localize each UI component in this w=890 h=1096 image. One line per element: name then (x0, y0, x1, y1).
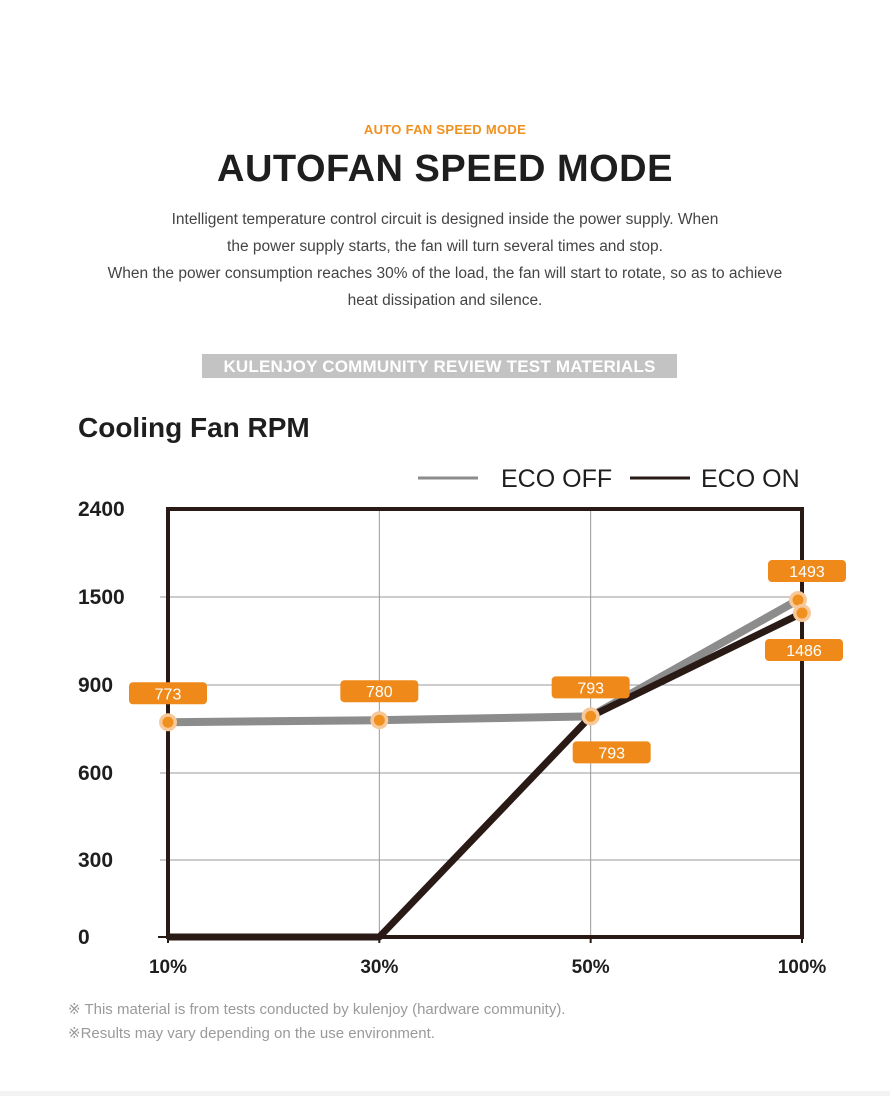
data-point-eco-off (792, 594, 804, 606)
source-banner: KULENJOY COMMUNITY REVIEW TEST MATERIALS (202, 354, 677, 378)
x-tick-label: 10% (149, 957, 187, 978)
data-label-eco-off: 773 (155, 686, 182, 703)
footnote: ※ This material is from tests conducted … (68, 1001, 566, 1018)
data-label-eco-off-bg (340, 680, 419, 703)
data-label-eco-on-bg (572, 741, 651, 764)
legend-eco-on-label: ECO ON (701, 465, 800, 493)
description-line: When the power consumption reaches 30% o… (107, 265, 783, 282)
y-tick-label: 0 (78, 926, 90, 949)
description: Intelligent temperature control circuit … (60, 206, 830, 314)
footnote: ※Results may vary depending on the use e… (68, 1025, 435, 1042)
data-label-eco-off: 1493 (789, 564, 825, 581)
y-tick-label: 1500 (78, 586, 125, 609)
y-tick-label: 2400 (78, 498, 125, 521)
footnotes: ※ This material is from tests conducted … (68, 998, 565, 1046)
data-label-eco-on: 1486 (786, 643, 822, 660)
x-tick-label: 100% (778, 957, 827, 978)
data-point-eco-off (373, 714, 385, 726)
data-label-eco-off-bg (129, 682, 207, 705)
data-label-eco-on: 793 (598, 745, 625, 762)
data-label-eco-off: 793 (577, 680, 604, 697)
description-line: heat dissipation and silence. (347, 292, 543, 309)
section-eyebrow: AUTO FAN SPEED MODE (363, 122, 527, 137)
legend-eco-off-label: ECO OFF (501, 465, 612, 493)
data-point-eco-on (796, 607, 808, 619)
data-label-eco-on-bg (765, 639, 843, 662)
chart-title: Cooling Fan RPM (78, 412, 310, 443)
y-tick-label: 600 (78, 762, 113, 785)
data-label-eco-off: 780 (366, 684, 393, 701)
data-label-eco-off-bg (551, 676, 630, 699)
x-tick-label: 30% (360, 957, 398, 978)
description-line: the power supply starts, the fan will tu… (227, 238, 663, 255)
series-line-eco-off (167, 596, 800, 727)
description-line: Intelligent temperature control circuit … (171, 211, 719, 228)
x-tick-label: 50% (572, 957, 610, 978)
data-label-eco-off-bg (768, 560, 846, 583)
data-point-eco-off (162, 716, 174, 728)
page-title: AUTOFAN SPEED MODE (217, 148, 673, 190)
bottom-divider (0, 1091, 890, 1096)
series-line-eco-on (168, 609, 804, 941)
y-tick-label: 900 (78, 674, 113, 697)
data-point-eco-on (585, 710, 597, 722)
y-tick-label: 300 (78, 849, 113, 872)
